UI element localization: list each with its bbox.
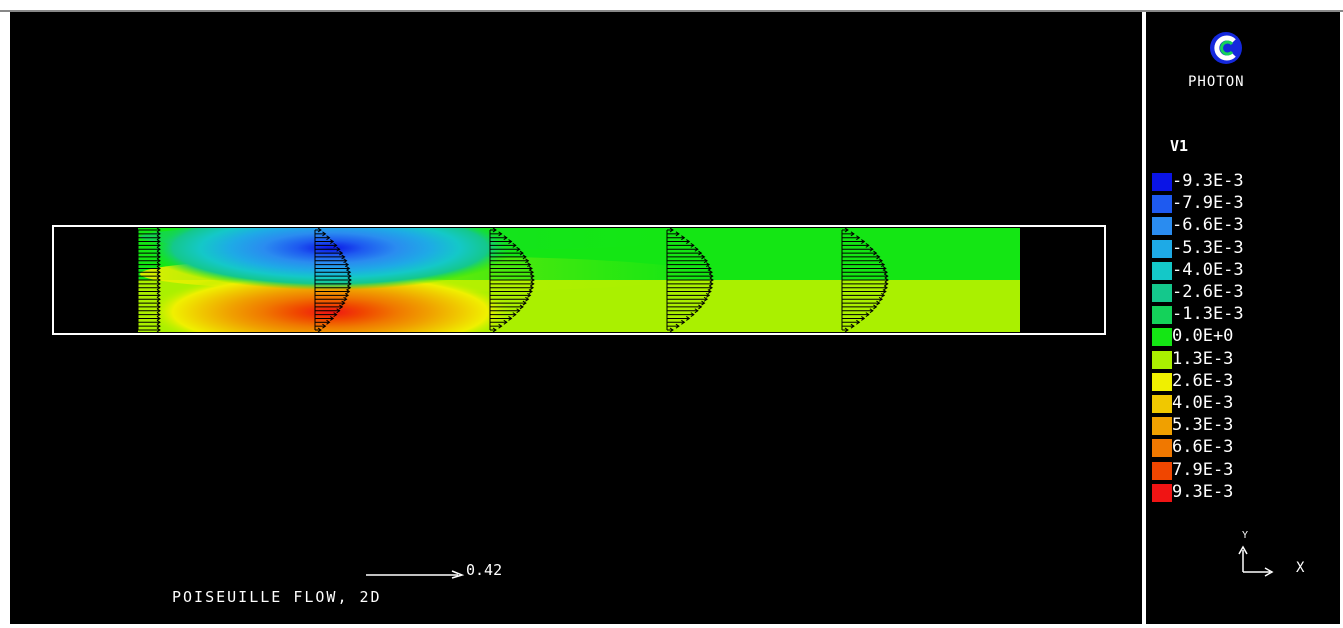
legend-entry: 0.0E+0 (1152, 325, 1332, 347)
legend-panel (1146, 12, 1340, 624)
panel-separator (1142, 12, 1146, 624)
legend-entry: -9.3E-3 (1152, 170, 1332, 192)
legend-entry: -4.0E-3 (1152, 259, 1332, 281)
legend-swatch (1152, 284, 1172, 302)
legend-entry: 2.6E-3 (1152, 370, 1332, 392)
contour-field (138, 228, 1020, 332)
channel-outline (52, 225, 1106, 335)
legend-swatch (1152, 239, 1172, 258)
legend-label: -1.3E-3 (1172, 304, 1244, 325)
legend-entry: -7.9E-3 (1152, 192, 1332, 214)
legend-label: 1.3E-3 (1172, 348, 1234, 369)
legend-label: 9.3E-3 (1172, 481, 1234, 502)
vector-scale-arrow (366, 570, 465, 579)
axis-x-label: X (1296, 560, 1305, 576)
legend-entry: 4.0E-3 (1152, 392, 1332, 414)
legend-swatch (1152, 306, 1172, 325)
velocity-vectors (137, 227, 889, 333)
legend-swatch (1152, 483, 1172, 502)
legend-label: -7.9E-3 (1172, 193, 1244, 214)
legend-swatch (1152, 372, 1172, 391)
legend-swatch (1152, 461, 1172, 480)
legend-entry: 9.3E-3 (1152, 481, 1332, 503)
legend-swatch (1152, 328, 1172, 347)
legend-swatch (1152, 395, 1172, 413)
legend-label: 2.6E-3 (1172, 370, 1234, 391)
legend-swatch (1152, 261, 1172, 280)
legend-swatch (1152, 417, 1172, 436)
legend-entry: 6.6E-3 (1152, 436, 1332, 458)
legend-entry: -6.6E-3 (1152, 214, 1332, 236)
legend-label: 4.0E-3 (1172, 393, 1234, 413)
logo-text: PHOTON (1188, 74, 1245, 90)
legend-label: -6.6E-3 (1172, 215, 1244, 236)
legend-label: 7.9E-3 (1172, 459, 1234, 480)
legend-label: -2.6E-3 (1172, 282, 1244, 302)
axis-triad-icon (1238, 545, 1274, 577)
legend-label: 6.6E-3 (1172, 437, 1234, 458)
flow-plot (52, 225, 1106, 335)
legend-swatch (1152, 173, 1172, 191)
legend-variable-label: V1 (1170, 137, 1189, 155)
photon-logo-icon (1210, 32, 1242, 64)
legend-entry: -1.3E-3 (1152, 303, 1332, 325)
legend-swatch (1152, 350, 1172, 369)
legend-label: 5.3E-3 (1172, 415, 1234, 436)
plot-area[interactable] (10, 12, 1142, 624)
legend-entry: 7.9E-3 (1152, 459, 1332, 481)
legend-swatch (1152, 439, 1172, 458)
legend-label: -9.3E-3 (1172, 171, 1244, 191)
legend-entry: 1.3E-3 (1152, 348, 1332, 370)
legend-entry: -5.3E-3 (1152, 237, 1332, 259)
legend-entry: 5.3E-3 (1152, 414, 1332, 436)
vector-scale-label: 0.42 (466, 561, 503, 579)
plot-caption: POISEUILLE FLOW, 2D (172, 588, 382, 606)
legend-label: -4.0E-3 (1172, 259, 1244, 280)
legend-swatch (1152, 195, 1172, 214)
legend-label: 0.0E+0 (1172, 326, 1234, 347)
window-border (0, 10, 1343, 12)
legend-entry: -2.6E-3 (1152, 281, 1332, 303)
axis-y-label: Y (1242, 530, 1249, 541)
legend-swatch (1152, 217, 1172, 236)
legend-label: -5.3E-3 (1172, 237, 1244, 258)
